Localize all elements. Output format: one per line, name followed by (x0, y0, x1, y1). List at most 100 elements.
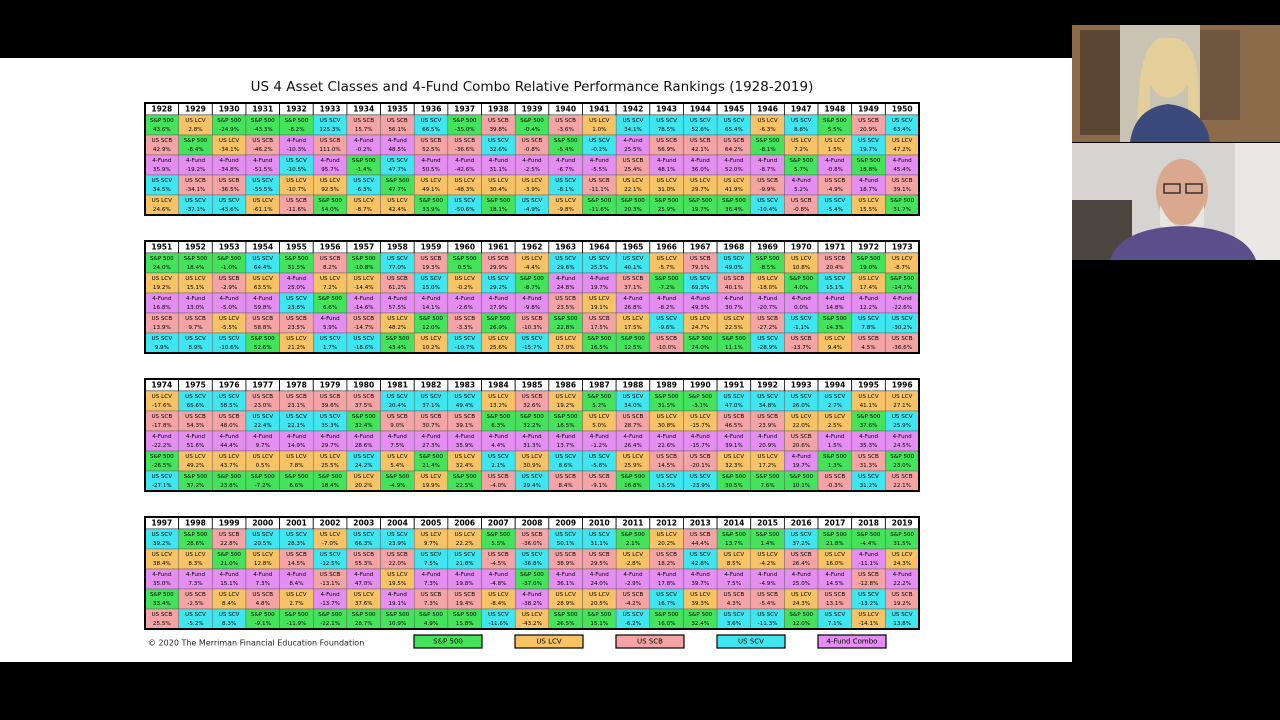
asset-name: 4-Fund (421, 158, 441, 164)
asset-name: 4-Fund (287, 276, 307, 282)
return-value: 51.6% (187, 443, 205, 449)
asset-name: 4-Fund (792, 572, 812, 578)
return-value: 4.0% (794, 285, 808, 291)
return-value: -51.5% (253, 167, 273, 173)
asset-name: US SCB (522, 394, 543, 400)
asset-name: S&P 500 (453, 474, 477, 480)
return-value: -5.7% (658, 265, 674, 271)
asset-name: US SCB (320, 138, 341, 144)
asset-name: US LCV (421, 532, 441, 538)
asset-name: US SCV (791, 118, 812, 124)
year-header: 2006 (454, 519, 475, 528)
return-value: -2.6% (457, 305, 473, 311)
asset-name: 4-Fund (893, 434, 913, 440)
return-value: 33.4% (153, 601, 171, 607)
return-value: 48.2% (389, 325, 407, 331)
asset-name: US SCB (690, 454, 711, 460)
asset-name: US SCV (791, 316, 812, 322)
asset-name: US LCV (185, 552, 205, 558)
return-value: 7.2% (794, 147, 808, 153)
asset-name: S&P 500 (756, 474, 780, 480)
asset-name: US LCV (556, 336, 576, 342)
return-value: -22.2% (152, 443, 172, 449)
asset-name: US SCV (623, 612, 644, 618)
asset-name: 4-Fund (623, 296, 643, 302)
asset-name: US LCV (858, 276, 878, 282)
return-value: -10.8% (354, 265, 374, 271)
year-header: 1974 (151, 381, 172, 390)
return-value: 7.5% (390, 443, 404, 449)
asset-name: US SCB (387, 552, 408, 558)
return-value: -22.6% (892, 305, 912, 311)
return-value: 23.9% (759, 423, 777, 429)
asset-name: US SCB (151, 414, 172, 420)
return-value: 20.9% (860, 127, 878, 133)
year-header: 1935 (387, 105, 408, 114)
return-value: 7.1% (828, 621, 842, 627)
return-value: 14.9% (288, 443, 306, 449)
return-value: 49.3% (691, 305, 709, 311)
asset-name: US SCV (286, 158, 307, 164)
return-value: 35.3% (860, 443, 878, 449)
return-value: 30.5% (725, 483, 743, 489)
return-value: 13.7% (557, 443, 575, 449)
asset-name: US SCB (454, 316, 475, 322)
return-value: 17.5% (590, 325, 608, 331)
asset-name: 4-Fund (388, 138, 408, 144)
return-value: 23.5% (557, 305, 575, 311)
year-header: 1936 (421, 105, 442, 114)
return-value: 8.8% (794, 127, 808, 133)
return-value: 25.0% (288, 285, 306, 291)
return-value: -15.7% (690, 443, 710, 449)
return-value: 23.0% (254, 403, 272, 409)
return-value: 63.5% (254, 285, 272, 291)
return-value: 5.2% (794, 187, 808, 193)
asset-name: US SCB (757, 414, 778, 420)
return-value: 23.1% (288, 403, 306, 409)
return-value: 1.7% (323, 345, 337, 351)
return-value: 20.4% (826, 265, 844, 271)
asset-name: S&P 500 (217, 118, 241, 124)
return-value: 9.4% (828, 345, 842, 351)
asset-name: S&P 500 (587, 394, 611, 400)
return-value: 32.4% (691, 621, 709, 627)
asset-name: US SCB (320, 572, 341, 578)
return-value: 22.5% (725, 325, 743, 331)
return-value: 7.5% (727, 581, 741, 587)
year-header: 2017 (824, 519, 845, 528)
asset-name: US LCV (320, 276, 340, 282)
return-value: -13.7% (791, 345, 811, 351)
return-value: -10.7% (455, 345, 475, 351)
return-value: 13.0% (187, 305, 205, 311)
legend-swatch (817, 634, 887, 649)
asset-name: US LCV (219, 316, 239, 322)
return-value: 65.4% (725, 127, 743, 133)
asset-name: US LCV (791, 414, 811, 420)
return-value: 49.4% (456, 403, 474, 409)
return-value: 25.4% (624, 167, 642, 173)
return-value: -4.4% (860, 541, 876, 547)
return-value: 17.2% (759, 463, 777, 469)
asset-name: US LCV (185, 276, 205, 282)
return-value: 37.2% (792, 541, 810, 547)
asset-name: US LCV (320, 454, 340, 460)
return-value: -1.1% (793, 325, 809, 331)
asset-name: US SCV (858, 474, 879, 480)
return-value: 7.3% (256, 581, 270, 587)
asset-name: S&P 500 (251, 612, 275, 618)
asset-name: US SCV (320, 414, 341, 420)
asset-name: US SCB (185, 592, 206, 598)
asset-name: US SCB (858, 454, 879, 460)
asset-name: US SCV (488, 454, 509, 460)
asset-name: US LCV (589, 414, 609, 420)
asset-name: S&P 500 (688, 336, 712, 342)
return-value: 47.7% (389, 187, 407, 193)
return-value: -36.8% (522, 561, 542, 567)
slide-title: US 4 Asset Classes and 4-Fund Combo Rela… (251, 79, 814, 95)
year-header: 2015 (757, 519, 778, 528)
return-value: -4.9% (524, 207, 540, 213)
return-value: -17.8% (152, 423, 172, 429)
return-value: 25.5% (590, 265, 608, 271)
return-value: 50.1% (557, 541, 575, 547)
return-value: 31.7% (893, 207, 911, 213)
